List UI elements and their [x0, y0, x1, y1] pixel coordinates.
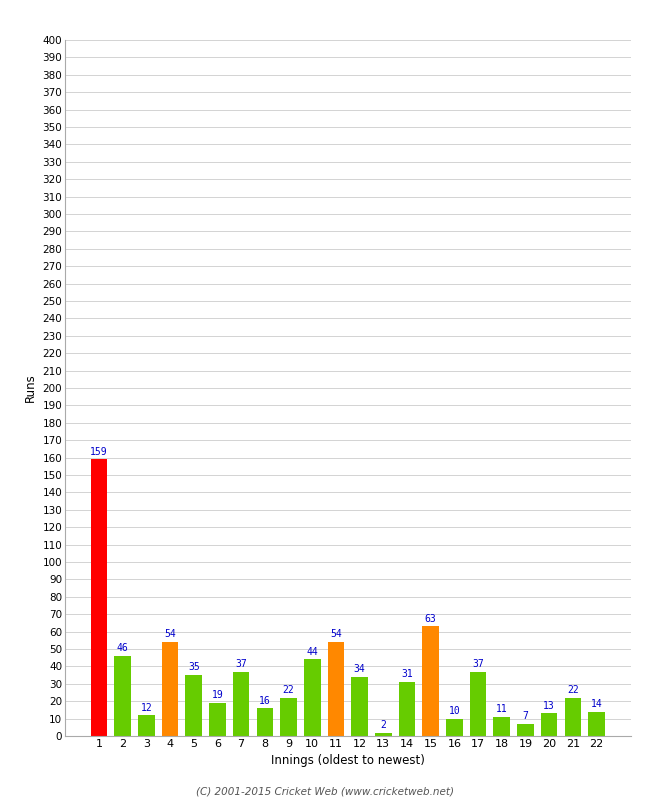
Bar	[375, 733, 391, 736]
Bar	[209, 703, 226, 736]
Text: 22: 22	[567, 685, 578, 695]
Bar	[470, 672, 486, 736]
Bar	[541, 714, 558, 736]
Bar	[422, 626, 439, 736]
Bar	[517, 724, 534, 736]
Text: 54: 54	[164, 630, 176, 639]
Bar	[185, 675, 202, 736]
Bar	[446, 718, 463, 736]
Bar	[114, 656, 131, 736]
Bar	[162, 642, 178, 736]
Bar	[588, 712, 604, 736]
Bar	[351, 677, 368, 736]
Text: 7: 7	[523, 711, 528, 722]
Bar	[398, 682, 415, 736]
Text: 159: 159	[90, 446, 108, 457]
Text: 2: 2	[380, 720, 386, 730]
Text: 12: 12	[140, 702, 152, 713]
Text: 35: 35	[188, 662, 200, 673]
Text: 46: 46	[117, 643, 129, 654]
Bar	[564, 698, 581, 736]
Bar	[328, 642, 345, 736]
Text: 19: 19	[212, 690, 224, 700]
Bar	[91, 459, 107, 736]
Text: 44: 44	[306, 647, 318, 657]
Text: (C) 2001-2015 Cricket Web (www.cricketweb.net): (C) 2001-2015 Cricket Web (www.cricketwe…	[196, 786, 454, 796]
Text: 63: 63	[425, 614, 437, 624]
Text: 14: 14	[591, 699, 603, 709]
Text: 22: 22	[283, 685, 294, 695]
Text: 37: 37	[235, 659, 247, 669]
Text: 11: 11	[496, 704, 508, 714]
Text: 37: 37	[472, 659, 484, 669]
Text: 10: 10	[448, 706, 460, 716]
Y-axis label: Runs: Runs	[24, 374, 37, 402]
Bar	[257, 708, 273, 736]
Bar	[493, 717, 510, 736]
Text: 16: 16	[259, 695, 270, 706]
Text: 13: 13	[543, 701, 555, 710]
Text: 34: 34	[354, 664, 365, 674]
Bar	[280, 698, 297, 736]
Text: 54: 54	[330, 630, 342, 639]
Bar	[138, 715, 155, 736]
X-axis label: Innings (oldest to newest): Innings (oldest to newest)	[271, 754, 424, 767]
Text: 31: 31	[401, 670, 413, 679]
Bar	[304, 659, 320, 736]
Bar	[233, 672, 250, 736]
